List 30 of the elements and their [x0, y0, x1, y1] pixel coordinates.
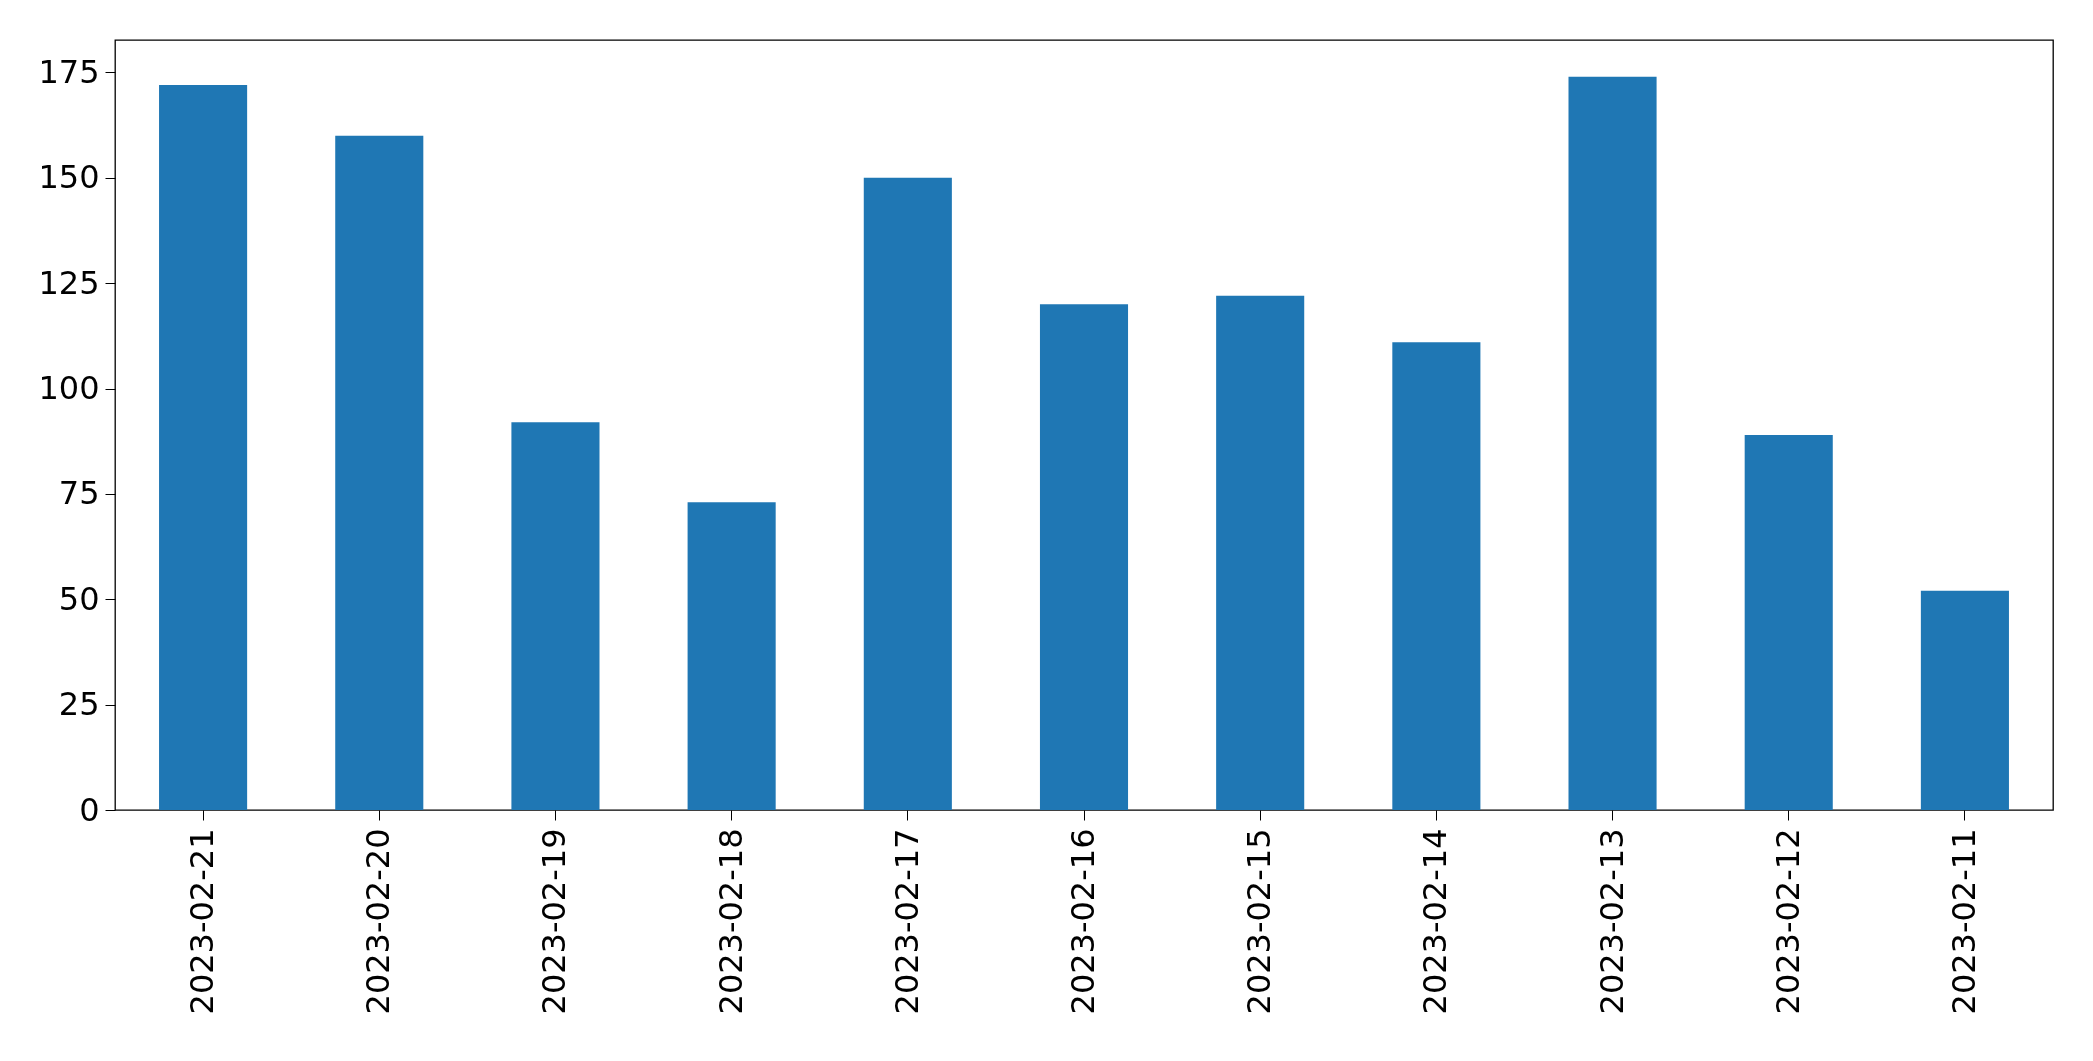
bar [335, 135, 424, 810]
x-tick-label: 2023-02-14 [1416, 828, 1455, 1015]
x-tick-label: 2023-02-18 [711, 828, 750, 1015]
bar [1216, 295, 1305, 810]
bar [1392, 342, 1481, 810]
y-tick-label: 125 [38, 263, 100, 302]
x-tick-label: 2023-02-12 [1768, 828, 1807, 1015]
y-tick-label: 25 [58, 685, 100, 724]
y-tick-label: 75 [58, 474, 100, 513]
x-tick-label: 2023-02-20 [359, 828, 398, 1015]
y-tick-label: 50 [58, 579, 100, 618]
bar [511, 422, 600, 810]
bar [1568, 76, 1657, 810]
x-tick-label: 2023-02-17 [887, 828, 926, 1015]
x-tick-label: 2023-02-19 [535, 828, 574, 1015]
x-tick-label: 2023-02-15 [1240, 828, 1279, 1015]
x-tick-label: 2023-02-11 [1944, 828, 1983, 1015]
x-tick-label: 2023-02-16 [1064, 828, 1102, 1015]
bar [159, 85, 248, 810]
y-tick-label: 150 [38, 158, 100, 197]
bar [687, 502, 776, 810]
bar [1039, 304, 1129, 810]
y-tick-label: 100 [38, 369, 100, 408]
y-tick-label: 0 [79, 790, 100, 829]
bar [1744, 434, 1833, 810]
x-tick-label: 2023-02-13 [1592, 828, 1631, 1015]
y-tick-label: 175 [38, 52, 100, 91]
bar [1920, 590, 2009, 810]
x-tick-label: 2023-02-21 [183, 828, 222, 1015]
bar [863, 177, 952, 810]
